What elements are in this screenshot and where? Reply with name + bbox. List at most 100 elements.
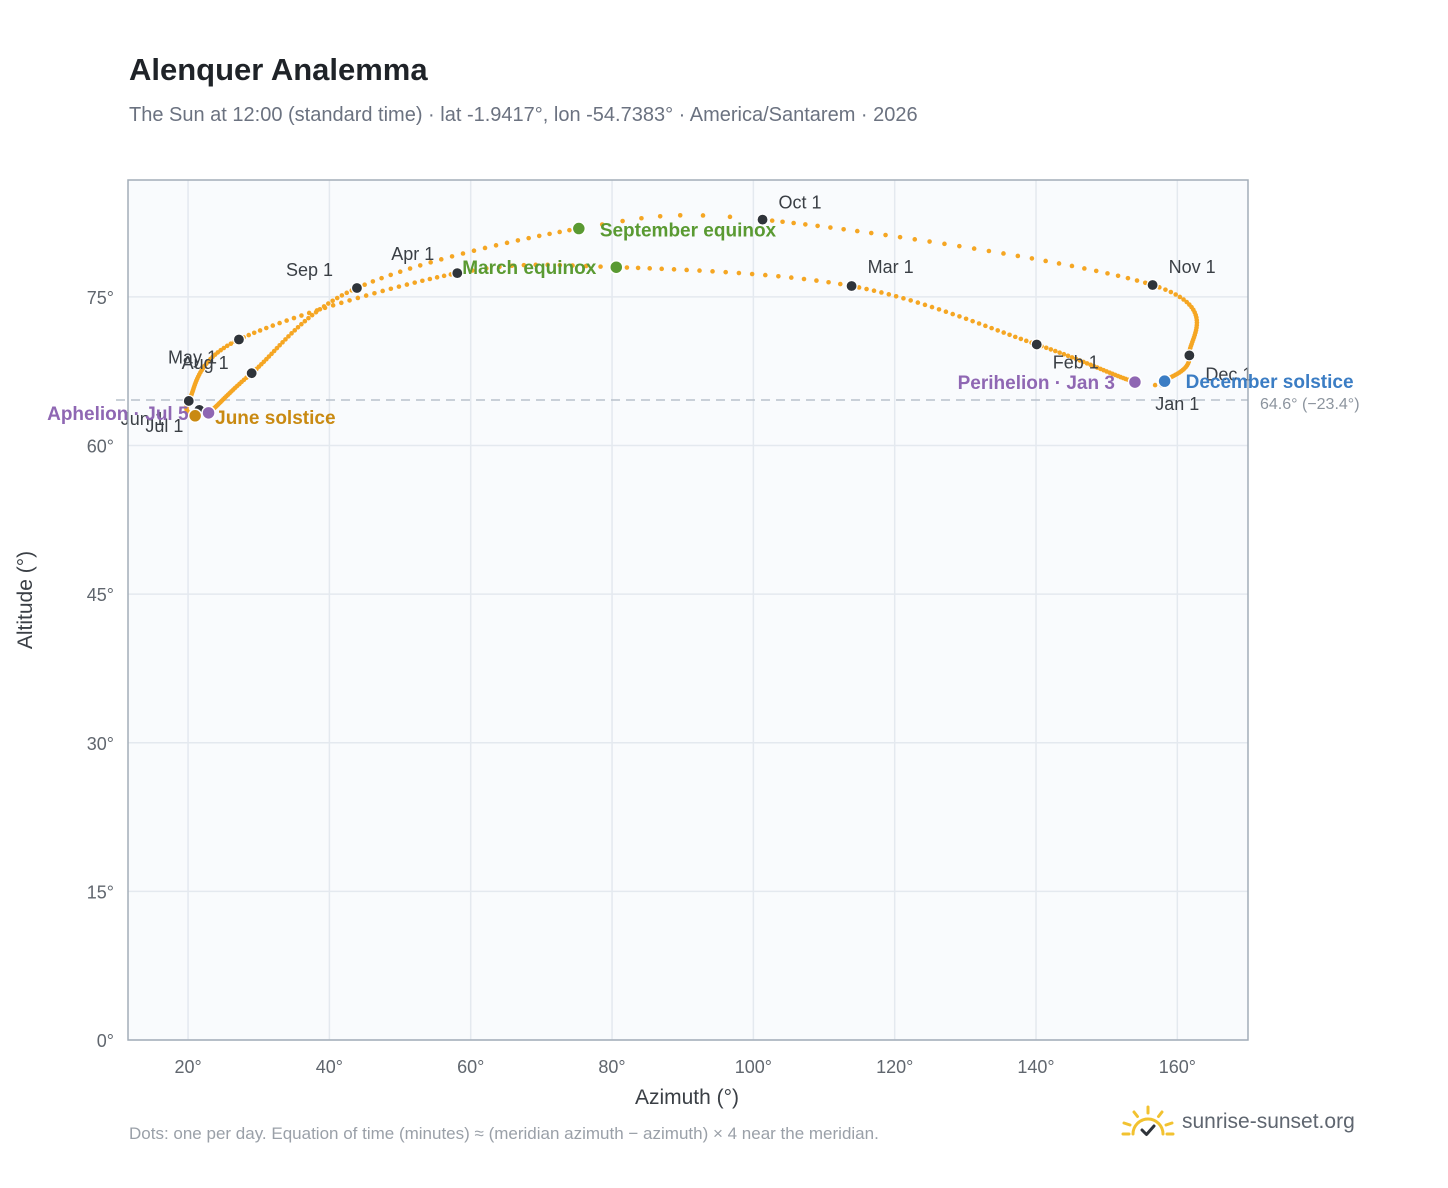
day-dot bbox=[803, 222, 808, 227]
day-dot bbox=[826, 279, 831, 285]
x-tick-label: 20° bbox=[174, 1057, 201, 1077]
month-label: Oct 1 bbox=[779, 193, 822, 213]
day-dot bbox=[837, 281, 843, 287]
event-marker bbox=[201, 405, 216, 421]
day-dot bbox=[671, 267, 677, 272]
day-dot bbox=[983, 323, 988, 329]
month-marker bbox=[756, 213, 769, 226]
day-dot bbox=[228, 341, 234, 347]
day-dot bbox=[727, 214, 733, 220]
month-label: Feb 1 bbox=[1053, 352, 1099, 372]
month-label: May 1 bbox=[168, 348, 217, 368]
day-dot bbox=[407, 266, 413, 271]
day-dot bbox=[515, 238, 521, 243]
x-tick-label: 60° bbox=[457, 1057, 484, 1077]
day-dot bbox=[370, 279, 376, 284]
day-dot bbox=[936, 307, 942, 312]
x-tick-label: 80° bbox=[598, 1057, 625, 1077]
day-dot bbox=[1023, 338, 1029, 344]
day-dot bbox=[780, 219, 785, 225]
day-dot bbox=[557, 262, 563, 268]
day-dot bbox=[533, 262, 539, 268]
day-dot bbox=[776, 273, 781, 279]
event-label: Perihelion · Jan 3 bbox=[958, 373, 1115, 394]
month-marker bbox=[1146, 278, 1159, 292]
event-marker bbox=[187, 408, 203, 424]
day-dot bbox=[986, 248, 992, 254]
day-dot bbox=[1029, 256, 1035, 261]
day-dot bbox=[286, 334, 291, 339]
day-dot bbox=[763, 272, 768, 278]
month-label: Aug 1 bbox=[182, 353, 229, 373]
day-dot bbox=[1134, 278, 1140, 283]
day-dot bbox=[299, 313, 304, 318]
day-dot bbox=[302, 318, 308, 324]
day-dot bbox=[417, 263, 423, 268]
day-dot bbox=[1152, 382, 1158, 388]
day-dot bbox=[339, 300, 344, 306]
event-marker bbox=[1127, 374, 1143, 390]
day-dot bbox=[841, 226, 846, 232]
day-dot bbox=[420, 278, 425, 284]
day-dot bbox=[963, 316, 969, 322]
day-dot bbox=[989, 325, 994, 331]
day-dot bbox=[957, 243, 962, 249]
day-dot bbox=[697, 268, 702, 273]
month-label: Nov 1 bbox=[1169, 257, 1216, 277]
day-dot bbox=[901, 296, 906, 301]
day-dot bbox=[428, 260, 433, 265]
day-dot bbox=[657, 213, 663, 219]
footnote: Dots: one per day. Equation of time (min… bbox=[129, 1124, 879, 1143]
month-label: Mar 1 bbox=[868, 257, 914, 277]
month-label: Jun 1 bbox=[121, 409, 165, 429]
day-dot bbox=[1084, 361, 1090, 366]
brand-name: sunrise-sunset.org bbox=[1182, 1110, 1355, 1133]
day-dot bbox=[339, 293, 345, 298]
day-dot bbox=[388, 272, 394, 278]
day-dot bbox=[814, 278, 819, 283]
day-dot bbox=[567, 227, 572, 233]
month-marker bbox=[232, 333, 246, 346]
day-dot bbox=[929, 304, 935, 310]
event-marker bbox=[571, 221, 587, 236]
day-dot bbox=[723, 269, 728, 275]
day-dot bbox=[1082, 266, 1087, 271]
day-dot bbox=[1115, 273, 1121, 279]
day-dot bbox=[635, 265, 641, 271]
day-dot bbox=[482, 245, 488, 251]
plot-frame bbox=[127, 179, 1249, 1041]
day-dot bbox=[647, 266, 652, 271]
brand[interactable]: sunrise-sunset.org bbox=[1120, 1104, 1355, 1140]
month-marker bbox=[182, 394, 195, 408]
day-dot bbox=[950, 311, 956, 317]
y-tick-label: 30° bbox=[87, 734, 114, 754]
day-dot bbox=[1056, 261, 1062, 266]
day-dot bbox=[545, 262, 550, 268]
day-dot bbox=[1173, 292, 1178, 297]
event-label: March equinox bbox=[462, 258, 597, 279]
day-dot bbox=[274, 345, 280, 351]
day-dot bbox=[1088, 362, 1093, 368]
day-dot bbox=[624, 265, 630, 270]
day-dot bbox=[710, 269, 715, 274]
day-dot bbox=[1181, 297, 1186, 302]
day-dot bbox=[583, 263, 589, 269]
day-dot bbox=[396, 284, 402, 289]
event-label: June solstice bbox=[215, 408, 335, 429]
day-dot bbox=[372, 290, 377, 296]
day-dot bbox=[677, 213, 683, 218]
day-dot bbox=[828, 225, 833, 230]
day-dot bbox=[325, 301, 331, 306]
day-dot bbox=[355, 295, 361, 301]
day-dot bbox=[1061, 351, 1067, 357]
day-dot bbox=[404, 282, 410, 287]
day-dot bbox=[251, 330, 257, 336]
day-dot bbox=[295, 324, 301, 330]
chart-title: Alenquer Analemma bbox=[129, 52, 428, 87]
day-dot bbox=[620, 218, 625, 224]
day-dot bbox=[639, 215, 644, 221]
day-dot bbox=[1012, 334, 1018, 340]
day-dot bbox=[883, 232, 888, 238]
day-dot bbox=[912, 237, 918, 242]
